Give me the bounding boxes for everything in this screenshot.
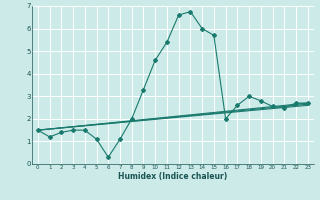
X-axis label: Humidex (Indice chaleur): Humidex (Indice chaleur) xyxy=(118,172,228,181)
